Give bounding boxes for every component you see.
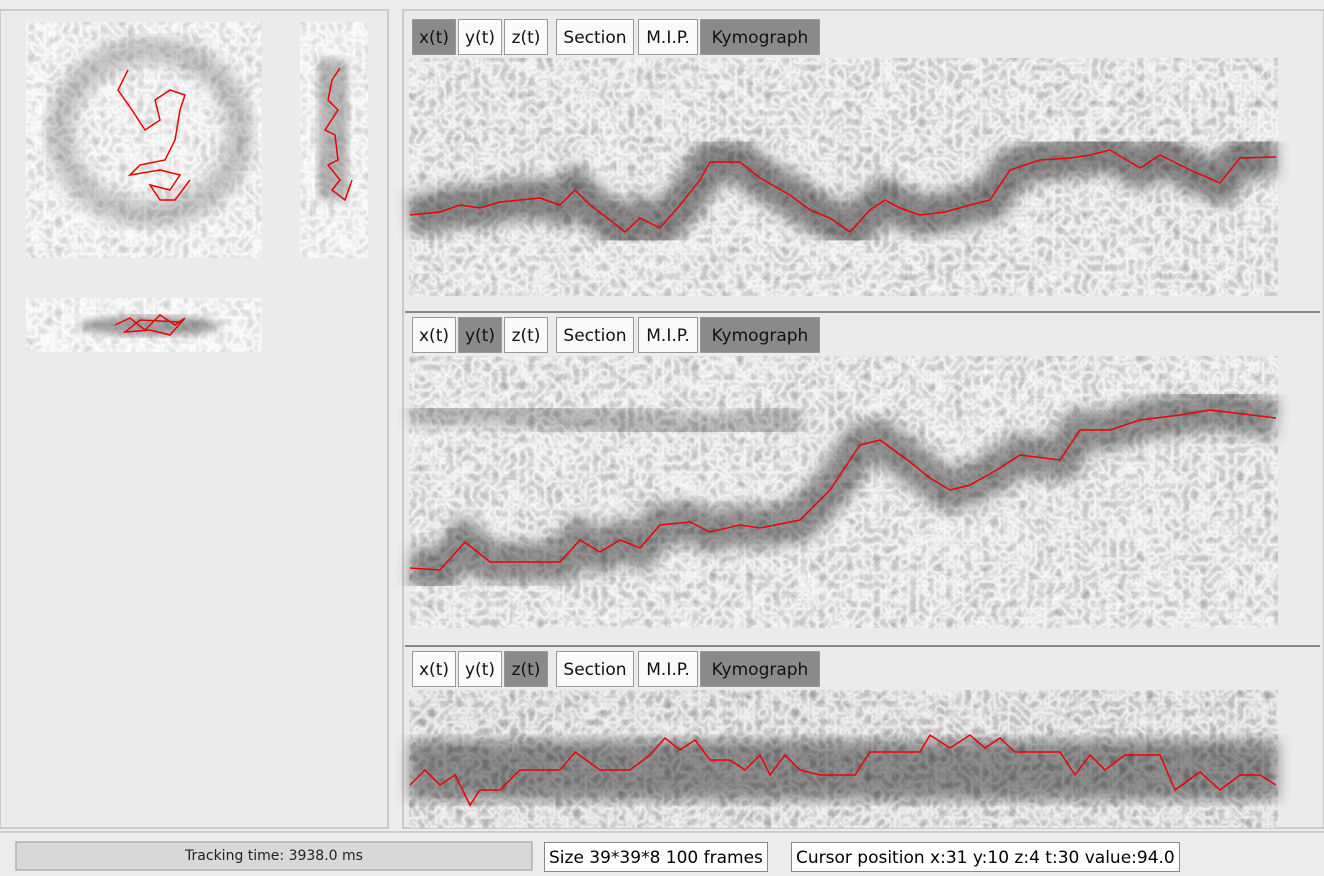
- toolbar-button[interactable]: y(t): [458, 651, 502, 687]
- toolbar-button[interactable]: M.I.P.: [638, 651, 698, 687]
- toolbar-button[interactable]: y(t): [458, 19, 502, 55]
- toolbar-button[interactable]: Kymograph: [700, 651, 820, 687]
- kymograph-1: [408, 58, 1278, 296]
- toolbar-button[interactable]: M.I.P.: [638, 317, 698, 353]
- toolbar-button[interactable]: Kymograph: [700, 317, 820, 353]
- toolbar-button[interactable]: z(t): [504, 317, 548, 353]
- toolbar-button[interactable]: x(t): [412, 19, 456, 55]
- kymograph-2: [408, 356, 1279, 628]
- toolbar-button[interactable]: z(t): [504, 19, 548, 55]
- cursor-info: Cursor position x:31 y:10 z:4 t:30 value…: [791, 842, 1180, 872]
- toolbar-button[interactable]: Section: [556, 651, 634, 687]
- track-xy: [117, 69, 191, 201]
- toolbar-button[interactable]: Kymograph: [700, 19, 820, 55]
- progress-text: Tracking time: 3938.0 ms: [185, 848, 363, 864]
- toolbar-button[interactable]: Section: [556, 19, 634, 55]
- progress-bar: [15, 841, 533, 871]
- toolbar-button[interactable]: x(t): [412, 317, 456, 353]
- size-info: Size 39*39*8 100 frames: [544, 842, 768, 872]
- toolbar-button[interactable]: M.I.P.: [638, 19, 698, 55]
- track-xz: [114, 314, 186, 336]
- toolbar-button[interactable]: y(t): [458, 317, 502, 353]
- toolbar-button[interactable]: z(t): [504, 651, 548, 687]
- toolbar-button[interactable]: x(t): [412, 651, 456, 687]
- kymograph-3: [409, 690, 1278, 828]
- toolbar-button[interactable]: Section: [556, 317, 634, 353]
- track-zy: [323, 67, 353, 202]
